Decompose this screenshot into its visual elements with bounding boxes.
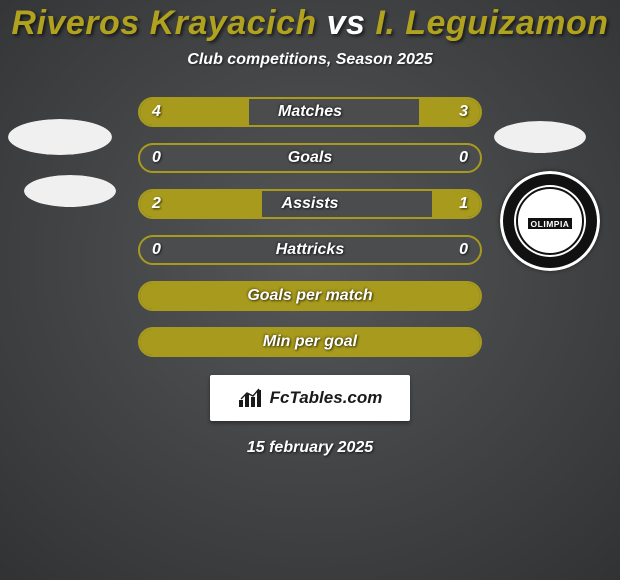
stat-row: 00Goals <box>138 143 482 173</box>
brand-badge: FcTables.com <box>210 375 410 421</box>
stat-row: Min per goal <box>138 327 482 357</box>
date-text: 15 february 2025 <box>247 439 373 457</box>
stat-row: 43Matches <box>138 97 482 127</box>
stat-label: Goals <box>140 145 480 171</box>
page-title: Riveros Krayacich vs I. Leguizamon <box>11 4 608 43</box>
subtitle: Club competitions, Season 2025 <box>187 51 432 69</box>
stats-area: OLIMPIA 43Matches 00Goals 21Assists 00Hattr… <box>0 97 620 357</box>
svg-text:OLIMPIA: OLIMPIA <box>531 219 570 229</box>
content-wrapper: Riveros Krayacich vs I. Leguizamon Club … <box>0 0 620 580</box>
stat-row: Goals per match <box>138 281 482 311</box>
brand-bars-icon <box>238 388 264 408</box>
vs-text: vs <box>327 4 366 42</box>
club-logo-left-1 <box>8 119 112 155</box>
stat-label: Min per goal <box>140 329 480 355</box>
club-logo-right-2: OLIMPIA <box>500 171 600 271</box>
stat-label: Goals per match <box>140 283 480 309</box>
stat-label: Assists <box>140 191 480 217</box>
brand-text: FcTables.com <box>270 388 383 408</box>
stat-row: 21Assists <box>138 189 482 219</box>
stat-row: 00Hattricks <box>138 235 482 265</box>
player-a-name: Riveros Krayacich <box>11 4 316 42</box>
stat-label: Hattricks <box>140 237 480 263</box>
club-logo-left-2 <box>24 175 116 207</box>
player-b-name: I. Leguizamon <box>375 4 608 42</box>
stat-rows: 43Matches 00Goals 21Assists 00Hattricks Goal… <box>138 97 482 357</box>
club-logo-right-1 <box>494 121 586 153</box>
stat-label: Matches <box>140 99 480 125</box>
